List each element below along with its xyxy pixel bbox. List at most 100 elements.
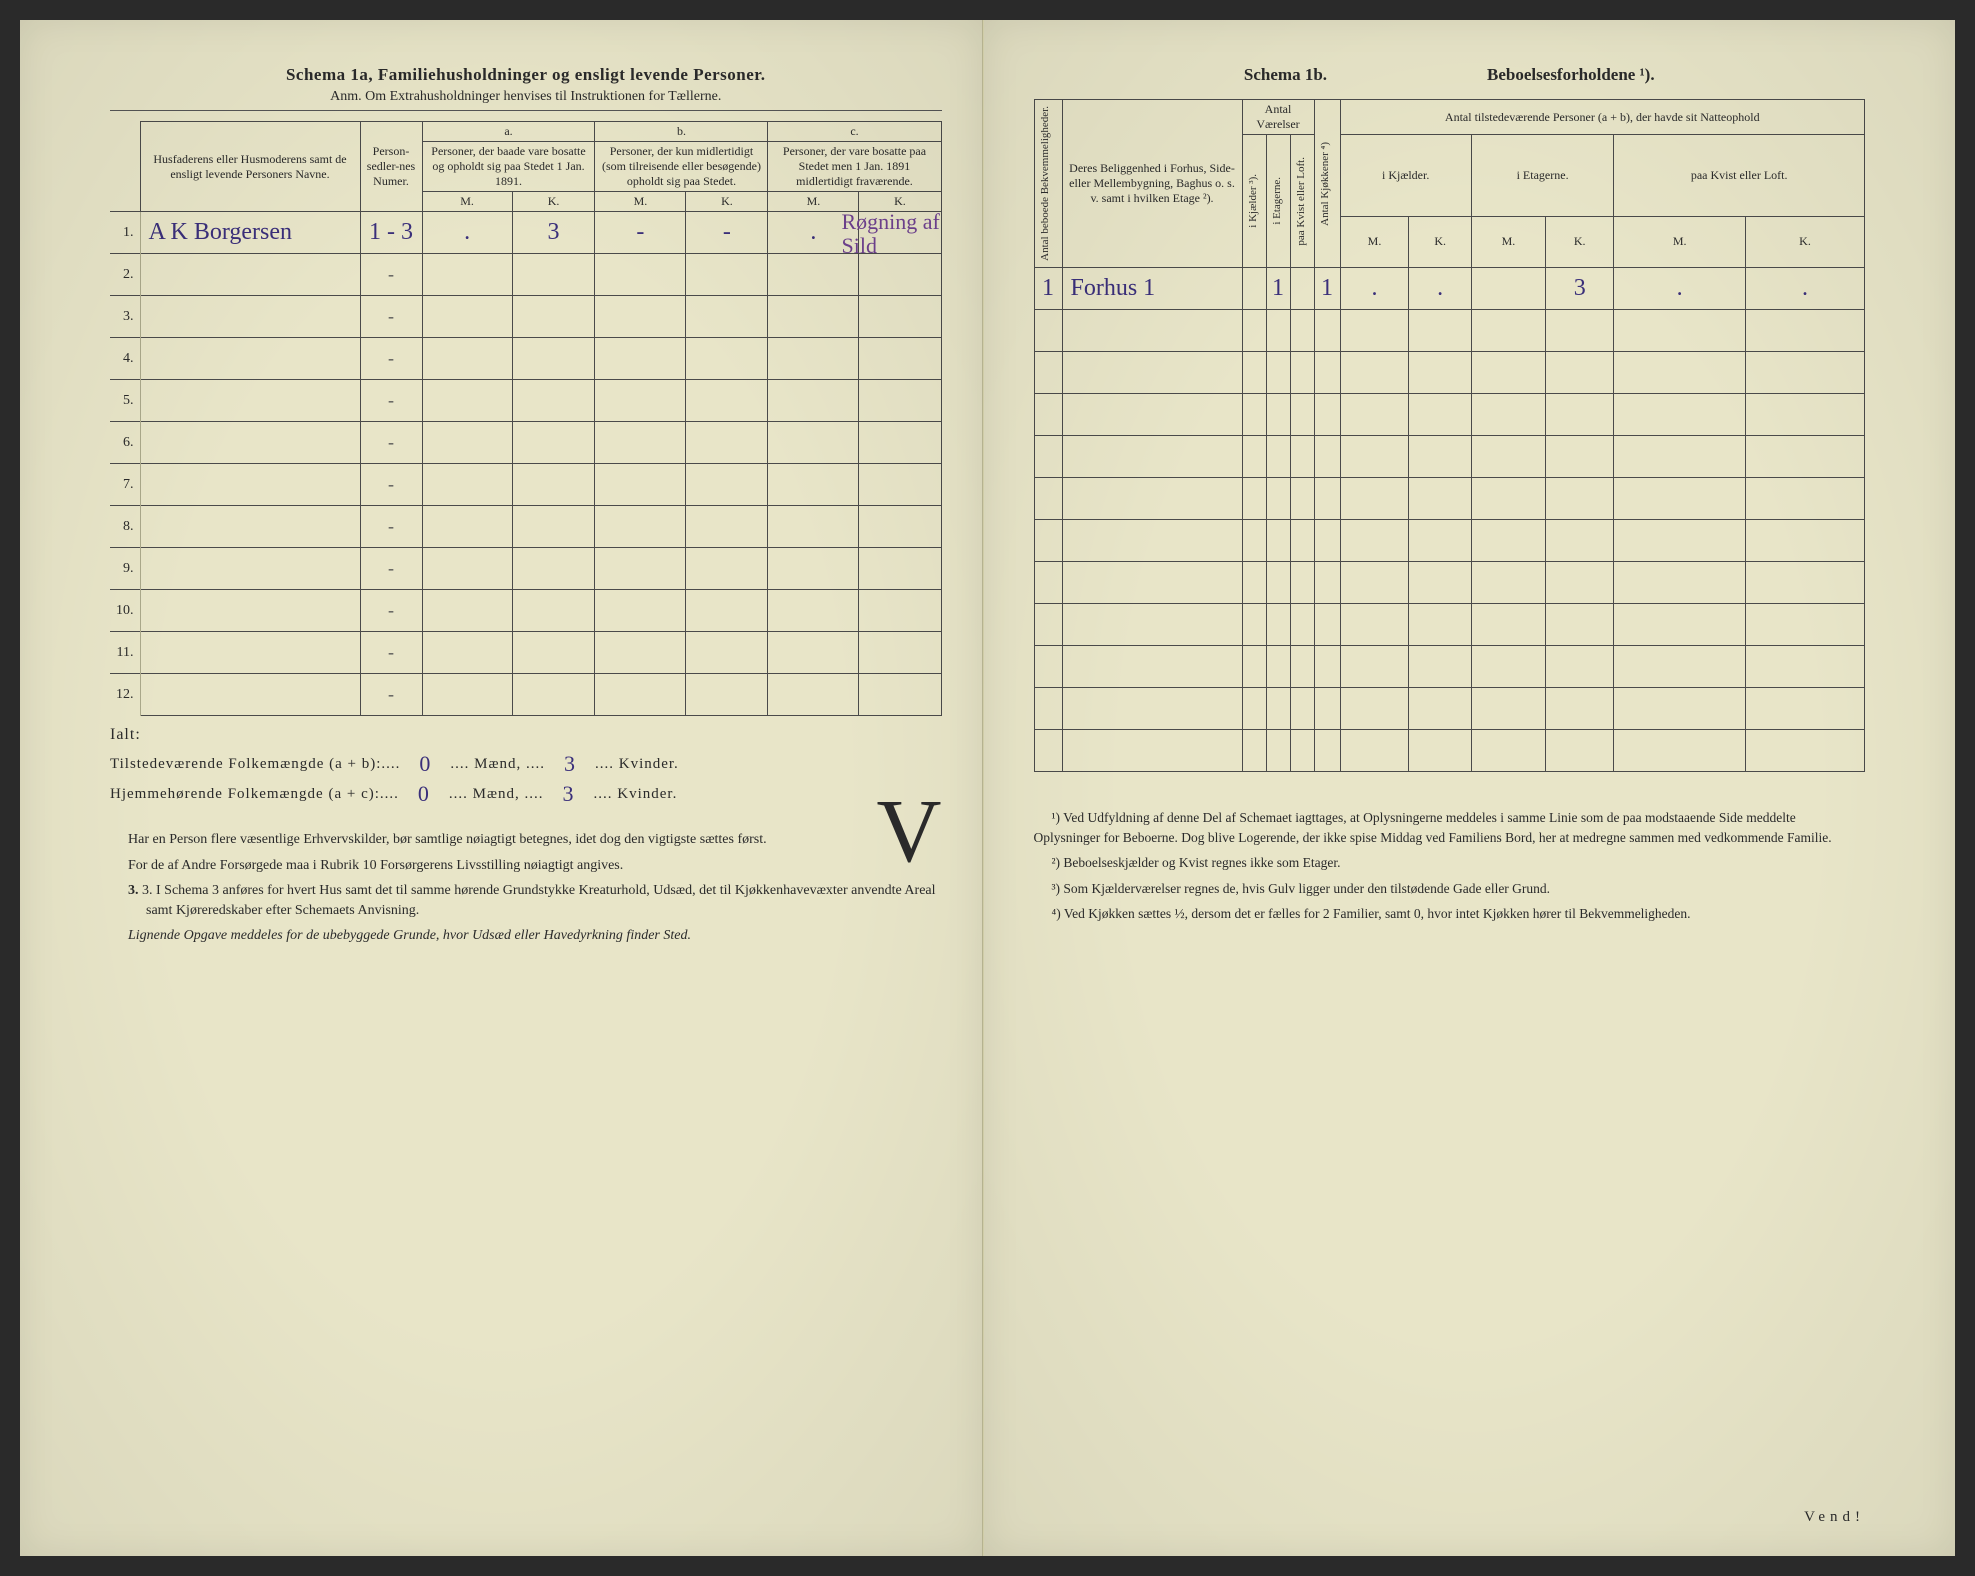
cell-nKjK	[1409, 477, 1471, 519]
cell-bM	[595, 254, 686, 296]
cell-nEtK	[1546, 435, 1614, 477]
cell-kj	[1242, 561, 1266, 603]
cell-nEtK: 3	[1546, 267, 1614, 309]
footnote-1: ¹) Ved Udfyldning af denne Del af Schema…	[1034, 808, 1866, 849]
cell-bM	[595, 632, 686, 674]
cell-bK	[686, 632, 768, 674]
note-4: Lignende Opgave meddeles for de ubebygge…	[110, 926, 942, 946]
cell-aK: 3	[512, 212, 595, 254]
cell-kj	[1242, 267, 1266, 309]
col-n-kjaelder: i Kjælder.	[1340, 135, 1471, 217]
schema-1b-title: Beboelsesforholdene ¹).	[1487, 65, 1655, 85]
cell-bM: -	[595, 212, 686, 254]
cell-cK	[859, 296, 941, 338]
col-n-etagerne: i Etagerne.	[1471, 135, 1614, 217]
vend-label: Vend!	[1804, 1509, 1865, 1526]
totals-line-1: Tilstedeværende Folkemængde (a + b):....…	[110, 748, 942, 774]
cell-beligg	[1062, 603, 1242, 645]
cell-bekv	[1034, 729, 1062, 771]
cell-numer: -	[360, 506, 422, 548]
table-row	[1034, 729, 1865, 771]
cell-name	[140, 422, 360, 464]
cell-nEtM	[1471, 729, 1545, 771]
cell-numer: -	[360, 590, 422, 632]
cell-kv	[1290, 393, 1314, 435]
table-row	[1034, 561, 1865, 603]
table-row	[1034, 477, 1865, 519]
cell-cK	[859, 254, 941, 296]
cell-nKvK	[1745, 435, 1864, 477]
schema-1b-table: Antal beboede Bekvemmeligheder. Deres Be…	[1034, 99, 1866, 772]
schema-1a-table: Husfaderens eller Husmoderens samt de en…	[110, 121, 942, 716]
cell-numer: -	[360, 674, 422, 716]
cell-beligg	[1062, 561, 1242, 603]
col-a: Personer, der baade vare bosatte og opho…	[422, 142, 595, 192]
table-row	[1034, 351, 1865, 393]
cell-bK	[686, 422, 768, 464]
cell-nKjK: .	[1409, 267, 1471, 309]
cell-aM	[422, 422, 512, 464]
table-row	[1034, 687, 1865, 729]
cell-et	[1266, 351, 1290, 393]
cell-aK	[512, 506, 595, 548]
cell-nKvK	[1745, 645, 1864, 687]
cell-kjok	[1314, 435, 1340, 477]
cell-aK	[512, 422, 595, 464]
cell-nKjM	[1340, 351, 1409, 393]
cell-beligg	[1062, 519, 1242, 561]
cell-bK	[686, 380, 768, 422]
cell-name	[140, 254, 360, 296]
cell-et	[1266, 477, 1290, 519]
margin-note: Røgning af Sild	[842, 210, 962, 258]
cell-kj	[1242, 645, 1266, 687]
cell-nKjK	[1409, 309, 1471, 351]
right-page: Schema 1b. Beboelsesforholdene ¹). Antal…	[983, 20, 1956, 1556]
cell-numer: -	[360, 380, 422, 422]
table-row	[1034, 435, 1865, 477]
cell-nEtK	[1546, 519, 1614, 561]
cell-beligg: Forhus 1	[1062, 267, 1242, 309]
cell-et: 1	[1266, 267, 1290, 309]
cell-bK	[686, 338, 768, 380]
cell-bekv	[1034, 645, 1062, 687]
cell-aM	[422, 506, 512, 548]
cell-nKvM	[1614, 519, 1746, 561]
right-footnotes: ¹) Ved Udfyldning af denne Del af Schema…	[1034, 808, 1866, 924]
col-b: Personer, der kun midlertidigt (som tilr…	[595, 142, 768, 192]
cell-cK	[859, 422, 941, 464]
cell-bekv	[1034, 351, 1062, 393]
cell-nKjK	[1409, 561, 1471, 603]
cell-nEtM	[1471, 519, 1545, 561]
cell-name	[140, 548, 360, 590]
cell-bM	[595, 380, 686, 422]
cell-nKvK	[1745, 561, 1864, 603]
cell-cM	[768, 422, 859, 464]
cell-numer: 1 - 3	[360, 212, 422, 254]
cell-kj	[1242, 687, 1266, 729]
cell-kv	[1290, 309, 1314, 351]
cell-nKvK	[1745, 351, 1864, 393]
table-row: 5.-	[110, 380, 941, 422]
cell-kv	[1290, 687, 1314, 729]
cell-aM	[422, 464, 512, 506]
cell-et	[1266, 519, 1290, 561]
document-spread: Schema 1a, Familiehusholdninger og ensli…	[20, 20, 1955, 1556]
col-b-k: K.	[686, 192, 768, 212]
col-b-m: M.	[595, 192, 686, 212]
note-2: For de af Andre Forsørgede maa i Rubrik …	[110, 856, 942, 876]
cell-name	[140, 296, 360, 338]
cell-nKjM	[1340, 309, 1409, 351]
cell-bekv	[1034, 309, 1062, 351]
left-notes: Har en Person flere væsentlige Erhvervsk…	[110, 830, 942, 946]
footnote-4: ⁴) Ved Kjøkken sættes ½, dersom det er f…	[1034, 904, 1866, 924]
cell-aK	[512, 254, 595, 296]
cell-aK	[512, 674, 595, 716]
cell-bekv	[1034, 435, 1062, 477]
cell-name	[140, 590, 360, 632]
row-number: 6.	[110, 422, 140, 464]
table-row	[1034, 645, 1865, 687]
cell-bekv	[1034, 477, 1062, 519]
cell-nKjM	[1340, 687, 1409, 729]
cell-cK	[859, 674, 941, 716]
table-row: 7.-	[110, 464, 941, 506]
